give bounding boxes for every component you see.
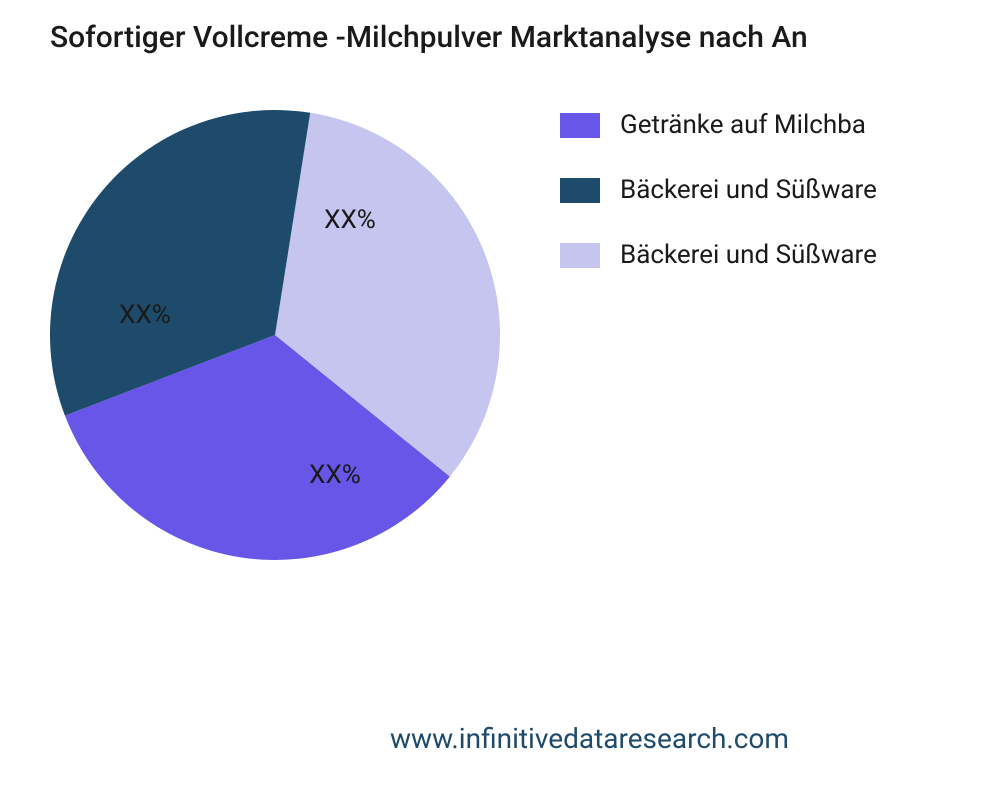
chart-title: Sofortiger Vollcreme -Milchpulver Markta… xyxy=(50,20,808,55)
slice-label-0: XX% xyxy=(324,205,376,235)
legend-label-1: Bäckerei und Süßware xyxy=(620,175,877,205)
legend-swatch-2 xyxy=(560,243,600,268)
pie-chart: XX% XX% XX% xyxy=(40,100,510,570)
slice-label-1: XX% xyxy=(309,460,361,490)
legend-item-2: Bäckerei und Süßware xyxy=(560,240,877,270)
legend-item-1: Bäckerei und Süßware xyxy=(560,175,877,205)
slice-label-2: XX% xyxy=(119,300,171,330)
legend: Getränke auf Milchba Bäckerei und Süßware… xyxy=(560,110,877,305)
legend-label-2: Bäckerei und Süßware xyxy=(620,240,877,270)
legend-swatch-1 xyxy=(560,178,600,203)
legend-swatch-0 xyxy=(560,113,600,138)
pie-svg xyxy=(40,100,510,570)
footer-url: www.infinitivedataresearch.com xyxy=(390,722,789,755)
legend-label-0: Getränke auf Milchba xyxy=(620,110,866,140)
legend-item-0: Getränke auf Milchba xyxy=(560,110,877,140)
